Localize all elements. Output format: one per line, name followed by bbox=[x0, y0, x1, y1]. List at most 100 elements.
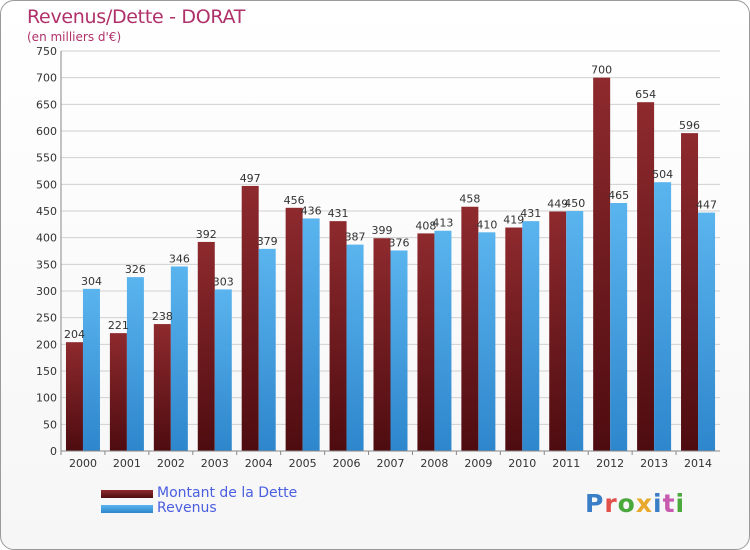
y-tick-label: 600 bbox=[36, 125, 57, 138]
value-label-dette: 596 bbox=[679, 119, 700, 132]
bar-revenus bbox=[390, 250, 408, 451]
x-tick-label: 2008 bbox=[420, 457, 448, 470]
value-label-revenus: 376 bbox=[389, 236, 410, 249]
y-tick-label: 150 bbox=[36, 365, 57, 378]
bar-dette bbox=[241, 185, 259, 451]
value-label-dette: 497 bbox=[240, 172, 261, 185]
value-label-dette: 700 bbox=[591, 64, 612, 77]
value-label-dette: 456 bbox=[284, 194, 305, 207]
legend-label-dette: Montant de la Dette bbox=[157, 485, 298, 501]
value-label-revenus: 387 bbox=[345, 231, 366, 244]
value-label-dette: 408 bbox=[415, 219, 436, 232]
x-tick-label: 2009 bbox=[464, 457, 492, 470]
bar-dette bbox=[681, 133, 699, 451]
value-label-dette: 204 bbox=[64, 328, 85, 341]
bar-revenus bbox=[654, 182, 672, 451]
y-tick-label: 100 bbox=[36, 392, 57, 405]
bar-dette bbox=[637, 102, 655, 451]
value-label-dette: 458 bbox=[459, 193, 480, 206]
legend-label-revenus: Revenus bbox=[157, 500, 217, 516]
bar-dette bbox=[417, 233, 435, 451]
y-tick-label: 300 bbox=[36, 285, 57, 298]
logo-letter: t bbox=[662, 489, 676, 518]
y-tick-label: 400 bbox=[36, 232, 57, 245]
logo-letter: P bbox=[585, 489, 605, 518]
bar-dette bbox=[593, 77, 611, 452]
value-label-revenus: 346 bbox=[169, 252, 190, 265]
value-label-revenus: 465 bbox=[608, 189, 629, 202]
value-label-dette: 419 bbox=[503, 214, 524, 227]
bar-revenus bbox=[126, 277, 144, 451]
x-tick-label: 2010 bbox=[508, 457, 536, 470]
value-label-revenus: 410 bbox=[476, 218, 497, 231]
value-label-revenus: 379 bbox=[257, 235, 278, 248]
chart-subtitle: (en milliers d'€) bbox=[27, 30, 122, 44]
y-tick-label: 750 bbox=[36, 45, 57, 58]
logo-letter: i bbox=[653, 489, 663, 518]
value-label-dette: 238 bbox=[152, 310, 173, 323]
logo-letter: x bbox=[635, 489, 653, 518]
x-tick-label: 2006 bbox=[333, 457, 361, 470]
bar-revenus bbox=[82, 288, 100, 451]
bar-revenus bbox=[214, 289, 232, 451]
y-tick-label: 450 bbox=[36, 205, 57, 218]
bar-dette bbox=[65, 342, 83, 451]
y-tick-label: 50 bbox=[43, 418, 57, 431]
value-label-dette: 654 bbox=[635, 88, 656, 101]
value-label-revenus: 504 bbox=[652, 168, 673, 181]
logo-letter: i bbox=[675, 489, 686, 518]
x-tick-label: 2004 bbox=[245, 457, 273, 470]
bar-dette bbox=[285, 207, 303, 451]
bar-dette bbox=[505, 227, 523, 451]
value-label-revenus: 436 bbox=[301, 204, 322, 217]
value-label-revenus: 413 bbox=[432, 217, 453, 230]
bar-dette bbox=[153, 324, 171, 451]
x-tick-label: 2012 bbox=[596, 457, 624, 470]
bar-revenus bbox=[610, 203, 628, 451]
logo-letter: r bbox=[604, 489, 618, 518]
value-label-revenus: 304 bbox=[81, 275, 102, 288]
value-label-revenus: 303 bbox=[213, 275, 234, 288]
bar-revenus bbox=[434, 230, 452, 451]
y-tick-label: 550 bbox=[36, 152, 57, 165]
bar-dette bbox=[549, 211, 567, 451]
y-tick-label: 650 bbox=[36, 98, 57, 111]
bar-revenus bbox=[478, 232, 496, 451]
bar-revenus bbox=[258, 248, 276, 451]
y-tick-label: 350 bbox=[36, 258, 57, 271]
value-label-dette: 449 bbox=[547, 198, 568, 211]
logo-letter: o bbox=[617, 489, 636, 518]
x-tick-label: 2000 bbox=[69, 457, 97, 470]
bar-dette bbox=[197, 241, 215, 451]
value-label-dette: 221 bbox=[108, 319, 129, 332]
bar-dette bbox=[109, 333, 127, 451]
chart-title: Revenus/Dette - DORAT bbox=[27, 6, 246, 28]
proxiti-logo: Proxiti bbox=[585, 489, 685, 518]
axis-layer: 0 50 100 150 200 250 300 350 400 450 500 550 600 650 7… bbox=[36, 45, 720, 470]
legend-swatch-revenus bbox=[101, 505, 153, 513]
x-tick-label: 2005 bbox=[289, 457, 317, 470]
x-tick-label: 2007 bbox=[377, 457, 405, 470]
bar-revenus bbox=[698, 212, 716, 451]
legend-swatch-dette bbox=[101, 490, 153, 498]
bar-revenus bbox=[522, 221, 540, 451]
x-tick-label: 2001 bbox=[113, 457, 141, 470]
x-tick-label: 2002 bbox=[157, 457, 185, 470]
value-label-dette: 392 bbox=[196, 228, 217, 241]
value-label-dette: 431 bbox=[328, 207, 349, 220]
value-label-revenus: 450 bbox=[564, 197, 585, 210]
x-tick-label: 2013 bbox=[640, 457, 668, 470]
x-tick-label: 2003 bbox=[201, 457, 229, 470]
value-label-revenus: 431 bbox=[520, 207, 541, 220]
y-tick-label: 700 bbox=[36, 72, 57, 85]
bar-revenus bbox=[302, 218, 320, 451]
value-label-revenus: 447 bbox=[696, 199, 717, 212]
y-tick-label: 250 bbox=[36, 312, 57, 325]
bar-revenus bbox=[346, 244, 364, 451]
y-tick-label: 200 bbox=[36, 338, 57, 351]
bar-revenus bbox=[566, 211, 584, 451]
bar-dette bbox=[461, 206, 479, 451]
bars-layer bbox=[65, 77, 716, 452]
